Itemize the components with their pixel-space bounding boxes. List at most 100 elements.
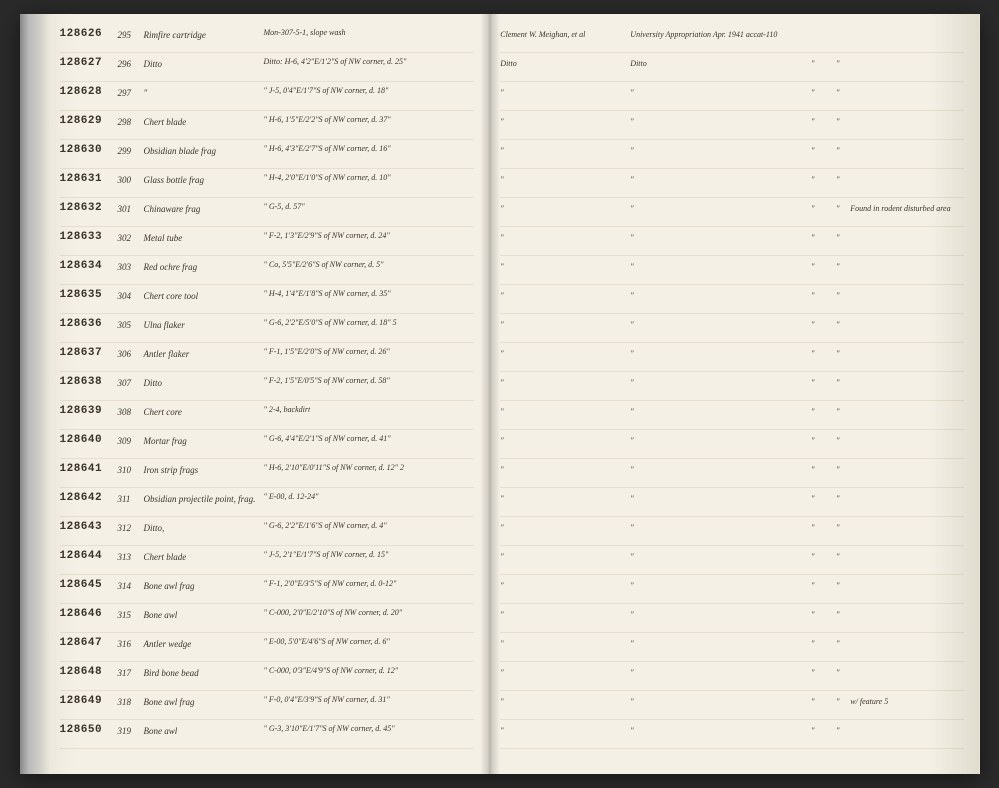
item-location: " C-000, 2'0"E/2'10"S of NW corner, d. 2… — [264, 604, 475, 618]
ledger-row-left: 128644313Chert blade" J-5, 2'1"E/1'7"S o… — [60, 546, 475, 575]
ledger-row-left: 128631300Glass bottle frag" H-4, 2'0"E/1… — [60, 169, 475, 198]
appropriation: " — [630, 720, 800, 735]
ledger-row-left: 128639308Chert core" 2-4, backdirt — [60, 401, 475, 430]
item-location: " F-1, 1'5"E/2'0"S of NW corner, d. 26" — [264, 343, 475, 357]
appropriation: " — [630, 691, 800, 706]
item-number: 310 — [118, 459, 144, 475]
remarks — [850, 227, 964, 233]
remarks — [850, 111, 964, 117]
collector: " — [500, 459, 630, 474]
remarks — [850, 140, 964, 146]
collector: " — [500, 285, 630, 300]
mark-col-b: " — [825, 430, 850, 445]
appropriation: " — [630, 546, 800, 561]
appropriation: " — [630, 633, 800, 648]
remarks — [850, 517, 964, 523]
ledger-row-right: """"Found in rodent disturbed area — [500, 198, 964, 227]
mark-col-a: " — [800, 517, 825, 532]
ledger-row-left: 128649318Bone awl frag" F-0, 0'4"E/3'9"S… — [60, 691, 475, 720]
item-location: " G-6, 4'4"E/2'1"S of NW corner, d. 41" — [264, 430, 475, 444]
item-description: Chert core — [144, 401, 264, 417]
remarks — [850, 401, 964, 407]
item-description: Bone awl frag — [144, 575, 264, 591]
remarks: Found in rodent disturbed area — [850, 198, 964, 213]
item-description: Mortar frag — [144, 430, 264, 446]
item-description: Chert blade — [144, 546, 264, 562]
mark-col-a: " — [800, 198, 825, 213]
catalog-id: 128641 — [60, 459, 118, 475]
catalog-id: 128639 — [60, 401, 118, 417]
catalog-id: 128629 — [60, 111, 118, 127]
appropriation: " — [630, 343, 800, 358]
appropriation: " — [630, 662, 800, 677]
item-location: " F-0, 0'4"E/3'9"S of NW corner, d. 31" — [264, 691, 475, 705]
collector: " — [500, 401, 630, 416]
ledger-row-left: 128648317Bird bone bead" C-000, 0'3"E/4'… — [60, 662, 475, 691]
ledger-row-left: 128629298Chert blade" H-6, 1'5"E/2'2"S o… — [60, 111, 475, 140]
mark-col-b: " — [825, 111, 850, 126]
mark-col-b — [825, 24, 850, 30]
collector: " — [500, 343, 630, 358]
collector: " — [500, 256, 630, 271]
item-number: 314 — [118, 575, 144, 591]
catalog-id: 128645 — [60, 575, 118, 591]
ledger-row-right: """" — [500, 285, 964, 314]
item-location: " H-6, 2'10"E/0'11"S of NW corner, d. 12… — [264, 459, 475, 473]
remarks — [850, 488, 964, 494]
mark-col-a: " — [800, 285, 825, 300]
catalog-id: 128632 — [60, 198, 118, 214]
mark-col-b: " — [825, 691, 850, 706]
item-description: Red ochre frag — [144, 256, 264, 272]
mark-col-b: " — [825, 546, 850, 561]
mark-col-a: " — [800, 53, 825, 68]
mark-col-a: " — [800, 691, 825, 706]
mark-col-b: " — [825, 604, 850, 619]
ledger-row-left: 128646315Bone awl" C-000, 2'0"E/2'10"S o… — [60, 604, 475, 633]
catalog-id: 128631 — [60, 169, 118, 185]
appropriation: " — [630, 285, 800, 300]
item-number: 305 — [118, 314, 144, 330]
item-location: " H-6, 4'3"E/2'7"S of NW corner, d. 16" — [264, 140, 475, 154]
ledger-row-left: 128634303Red ochre frag" Co, 5'5"E/2'6"S… — [60, 256, 475, 285]
appropriation: " — [630, 459, 800, 474]
catalog-id: 128644 — [60, 546, 118, 562]
item-location: " G-3, 3'10"E/1'7"S of NW corner, d. 45" — [264, 720, 475, 734]
catalog-id: 128633 — [60, 227, 118, 243]
item-number: 298 — [118, 111, 144, 127]
mark-col-b: " — [825, 372, 850, 387]
mark-col-a: " — [800, 314, 825, 329]
item-number: 304 — [118, 285, 144, 301]
ledger-row-right: """" — [500, 720, 964, 749]
remarks — [850, 372, 964, 378]
item-location: Mon-307-5-1, slope wash — [264, 24, 475, 38]
catalog-id: 128650 — [60, 720, 118, 736]
item-location: " G-5, d. 57" — [264, 198, 475, 212]
collector: " — [500, 720, 630, 735]
item-number: 313 — [118, 546, 144, 562]
left-page: 128626295Rimfire cartridgeMon-307-5-1, s… — [20, 14, 481, 774]
collector: " — [500, 314, 630, 329]
ledger-row-right: """" — [500, 430, 964, 459]
mark-col-a: " — [800, 227, 825, 242]
collector: " — [500, 633, 630, 648]
ledger-row-left: 128626295Rimfire cartridgeMon-307-5-1, s… — [60, 24, 475, 53]
item-number: 312 — [118, 517, 144, 533]
appropriation: University Appropriation Apr. 1941 accat… — [630, 24, 800, 39]
item-description: Chert blade — [144, 111, 264, 127]
mark-col-a: " — [800, 372, 825, 387]
ledger-row-right: """" — [500, 256, 964, 285]
ledger-row-left: 128628297"" J-5, 0'4"E/1'7"S of NW corne… — [60, 82, 475, 111]
item-location: " F-2, 1'5"E/0'5"S of NW corner, d. 58" — [264, 372, 475, 386]
remarks — [850, 546, 964, 552]
catalog-id: 128634 — [60, 256, 118, 272]
item-location: " J-5, 2'1"E/1'7"S of NW corner, d. 15" — [264, 546, 475, 560]
collector: " — [500, 691, 630, 706]
remarks — [850, 82, 964, 88]
ledger-row-left: 128635304Chert core tool" H-4, 1'4"E/1'8… — [60, 285, 475, 314]
appropriation: " — [630, 140, 800, 155]
mark-col-a — [800, 24, 825, 30]
item-location: " F-1, 2'0"E/3'5"S of NW corner, d. 0-12… — [264, 575, 475, 589]
appropriation: " — [630, 198, 800, 213]
remarks — [850, 459, 964, 465]
item-number: 300 — [118, 169, 144, 185]
